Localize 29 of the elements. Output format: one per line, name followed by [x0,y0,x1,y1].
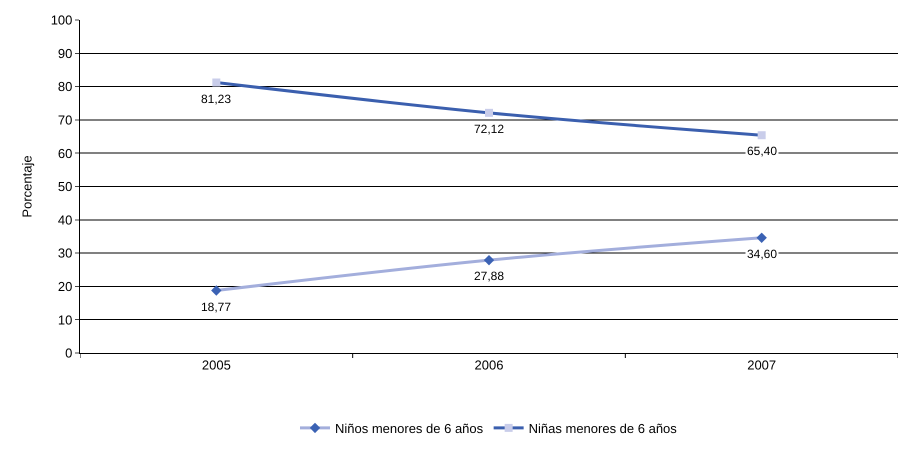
y-tick-label: 40 [58,212,72,228]
data-label: 81,23 [201,92,232,106]
point [484,254,494,266]
y-tick-label: 20 [58,278,72,294]
point [756,232,767,243]
y-tick-label: 100 [50,12,72,28]
x-tick-label: 2007 [747,358,776,373]
y-tick-label: 90 [58,46,72,61]
legend-label: Niños menores de 6 años [335,420,484,436]
data-label: 18,77 [201,300,232,314]
data-label: 27,88 [474,269,504,283]
y-tick-label: 70 [58,112,72,128]
y-tick-label: 50 [58,179,72,194]
data-label: 34,60 [747,247,778,261]
legend-label: Niñas menores de 6 años [528,420,678,436]
y-axis-title: Porcentaje [20,155,35,218]
data-label: 72,12 [474,122,504,136]
x-tick-label: 2005 [202,358,231,373]
y-tick-label: 10 [58,312,72,328]
y-tick-label: 30 [58,246,72,261]
data-label: 65,40 [747,144,778,158]
point [212,78,220,86]
x-tick-label: 2006 [474,358,504,373]
y-tick-label: 0 [65,346,72,361]
point [485,108,493,117]
y-tick-label: 80 [58,79,72,94]
y-tick-label: 60 [58,146,72,161]
point [758,131,766,140]
point [211,285,222,296]
